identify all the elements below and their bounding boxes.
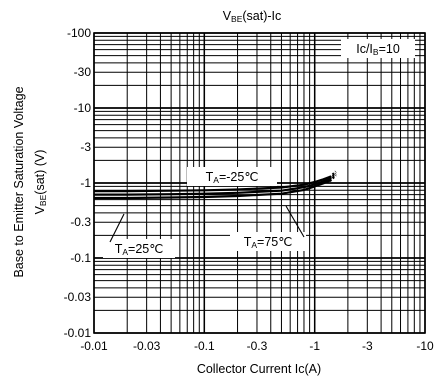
y-axis-label-main: V [33, 205, 47, 214]
series-label-2-leader [109, 213, 125, 243]
series-label-2-text: TA=25℃ [115, 242, 164, 257]
series-line-2 [94, 177, 332, 196]
series-label-1-box [187, 167, 277, 186]
y-tick-label: -3 [80, 140, 91, 154]
y-tick-label: -0.1 [70, 251, 91, 265]
condition-label: Ic/IB=10 [341, 39, 415, 58]
title-rest: (sat)-Ic [242, 9, 281, 23]
series-lines [94, 170, 337, 200]
series-end-mark-1 [328, 170, 337, 179]
y-tick-label: -10 [74, 101, 92, 115]
series-line-3 [94, 179, 332, 200]
y-tick-label: -1 [80, 176, 91, 190]
series-label-1-text: TA=-25℃ [206, 170, 259, 185]
series-label-3-box [230, 232, 306, 251]
svg-text:VBE(sat)-Ic: VBE(sat)-Ic [223, 9, 282, 24]
x-tick-label: -3 [362, 339, 373, 353]
x-axis-label: Collector Current Ic(A) [197, 362, 321, 376]
annotations: Ic/IB=10 TA=-25℃ TA=25℃ TA=75℃ [103, 39, 415, 258]
y-tick-label: -0.03 [64, 290, 92, 304]
x-tick-label: -10 [416, 339, 434, 353]
title-main: V [223, 9, 232, 23]
tick-labels: -0.01 -0.03 -0.1 -0.3 -1 -3 -10 -0.01 -0.03 -0.1 -… [64, 26, 434, 353]
series-label-2: TA=25℃ [103, 239, 175, 258]
x-tick-label: -0.01 [80, 339, 108, 353]
y-tick-label: -0.3 [70, 215, 91, 229]
y-axis-label-line1: Base to Emitter Saturation Voltage [12, 86, 26, 277]
x-tick-label: -0.03 [133, 339, 161, 353]
condition-label-box [341, 39, 415, 58]
plot-border [93, 32, 426, 334]
series-label-2-box [103, 239, 175, 258]
condition-label-text: Ic/IB=10 [356, 42, 400, 57]
x-tick-label: -1 [309, 339, 320, 353]
x-tick-label: -0.1 [194, 339, 215, 353]
series-line-1 [94, 175, 332, 193]
x-tick-label: -0.3 [247, 339, 268, 353]
series-end-mark-2 [328, 172, 337, 181]
series-label-3-text: TA=75℃ [244, 235, 293, 250]
series-label-3-leader [285, 205, 305, 238]
y-axis-label-sub: BE [38, 194, 48, 206]
axis-labels: Collector Current Ic(A) Base to Emitter … [12, 86, 321, 376]
chart-title: VBE(sat)-Ic [223, 9, 282, 24]
y-tick-label: -30 [74, 65, 92, 79]
y-axis-label-line2: VBE(sat) (V) [33, 150, 48, 215]
y-tick-label: -0.01 [64, 326, 92, 340]
y-tick-label: -100 [67, 26, 91, 40]
series-end-mark-3 [328, 174, 337, 183]
title-sub: BE [231, 14, 243, 24]
series-label-3: TA=75℃ [230, 232, 306, 251]
y-axis-label-rest: (sat) (V) [33, 150, 47, 195]
series-label-1: TA=-25℃ [187, 167, 277, 186]
